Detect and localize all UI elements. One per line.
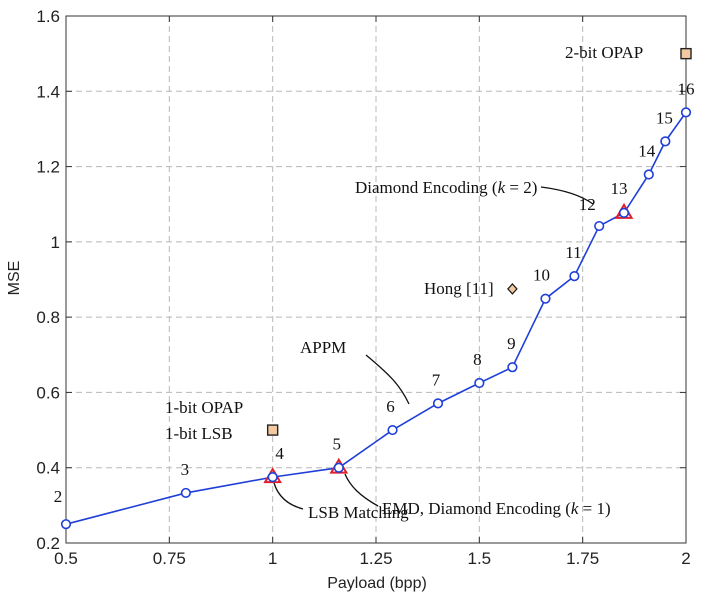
appm-point: [333, 462, 344, 473]
annotation-hong: Hong [11]: [424, 279, 494, 298]
y-axis-title: MSE: [6, 261, 23, 296]
square-marker: [266, 424, 279, 436]
annotation-diamond-k2-var: k: [498, 178, 506, 197]
x-tick-label: 1.75: [566, 549, 599, 568]
x-tick-label: 1.5: [468, 549, 492, 568]
lsb-matching-leader: [273, 482, 304, 510]
point-label: 11: [565, 243, 581, 262]
annotation-leaders: [273, 186, 594, 510]
x-tick-label: 1.25: [359, 549, 392, 568]
axis-ticks: 0.5 0.75 1 1.25 1.5 1.75 2 0.2 0.4 0.6 0.8 1 1.2 1.4 1…: [36, 7, 690, 568]
annotation-diamond-k1-suffix: = 1): [578, 499, 610, 518]
appm-point: [180, 487, 191, 499]
point-label: 9: [507, 334, 516, 353]
annotation-diamond-k2-suffix: = 2): [505, 178, 537, 197]
x-tick-label: 0.5: [54, 549, 78, 568]
y-tick-label: 1.2: [36, 158, 60, 177]
y-tick-label: 1.6: [36, 7, 60, 26]
appm-point: [474, 377, 485, 389]
point-label: 16: [678, 79, 695, 98]
point-label: 15: [656, 108, 673, 127]
square-marker: [680, 47, 692, 60]
appm-point: [643, 169, 654, 180]
point-label: 7: [432, 370, 441, 389]
x-tick-label: 2: [681, 549, 690, 568]
data-series: [60, 47, 692, 530]
appm-point: [660, 136, 671, 147]
point-label: 2: [54, 487, 63, 506]
y-tick-label: 0.2: [36, 534, 60, 553]
appm-point: [594, 220, 605, 232]
y-tick-label: 0.6: [36, 383, 60, 402]
annotation-diamond-k1: EMD, Diamond Encoding (k = 1): [382, 499, 611, 518]
point-label: 12: [579, 195, 596, 214]
appm-point: [680, 107, 692, 118]
diamond-marker: [507, 282, 518, 295]
appm-point: [387, 424, 398, 436]
appm-point: [569, 271, 580, 282]
annotation-1bit-lsb: 1-bit LSB: [165, 424, 233, 443]
annotation-1bit-opap: 1-bit OPAP: [165, 398, 243, 417]
diamond-k2-leader: [540, 186, 594, 205]
point-label: 13: [611, 179, 628, 198]
appm-leader: [365, 354, 410, 405]
point-label: 14: [638, 141, 656, 160]
point-label: 5: [333, 435, 342, 454]
appm-point: [540, 293, 551, 304]
x-axis-title: Payload (bpp): [327, 575, 427, 592]
x-tick-label: 1: [268, 549, 277, 568]
y-tick-label: 1: [51, 233, 60, 252]
point-label: 6: [386, 397, 395, 416]
appm-point: [267, 472, 278, 483]
y-tick-label: 0.8: [36, 308, 60, 327]
x-tick-label: 0.75: [153, 549, 186, 568]
annotation-diamond-k1-prefix: EMD, Diamond Encoding (: [382, 499, 571, 518]
appm-point: [507, 362, 518, 373]
appm-point: [432, 398, 444, 409]
diamond-k1-leader: [344, 473, 379, 507]
annotation-diamond-k2: Diamond Encoding (k = 2): [355, 178, 537, 197]
appm-point: [618, 207, 630, 218]
annotation-lsb-matching: LSB Matching: [308, 503, 409, 522]
grid-lines: [66, 16, 686, 543]
appm-point: [60, 519, 72, 530]
point-label: 4: [275, 444, 284, 463]
annotation-diamond-k1-var: k: [571, 499, 579, 518]
point-label: 10: [533, 266, 550, 285]
point-label: 3: [181, 460, 190, 479]
annotation-2bit-opap: 2-bit OPAP: [565, 43, 643, 62]
point-label: 8: [473, 350, 482, 369]
annotation-diamond-k2-prefix: Diamond Encoding (: [355, 178, 498, 197]
y-tick-label: 1.4: [36, 82, 60, 101]
annotation-appm: APPM: [300, 338, 346, 357]
y-tick-label: 0.4: [36, 459, 60, 478]
